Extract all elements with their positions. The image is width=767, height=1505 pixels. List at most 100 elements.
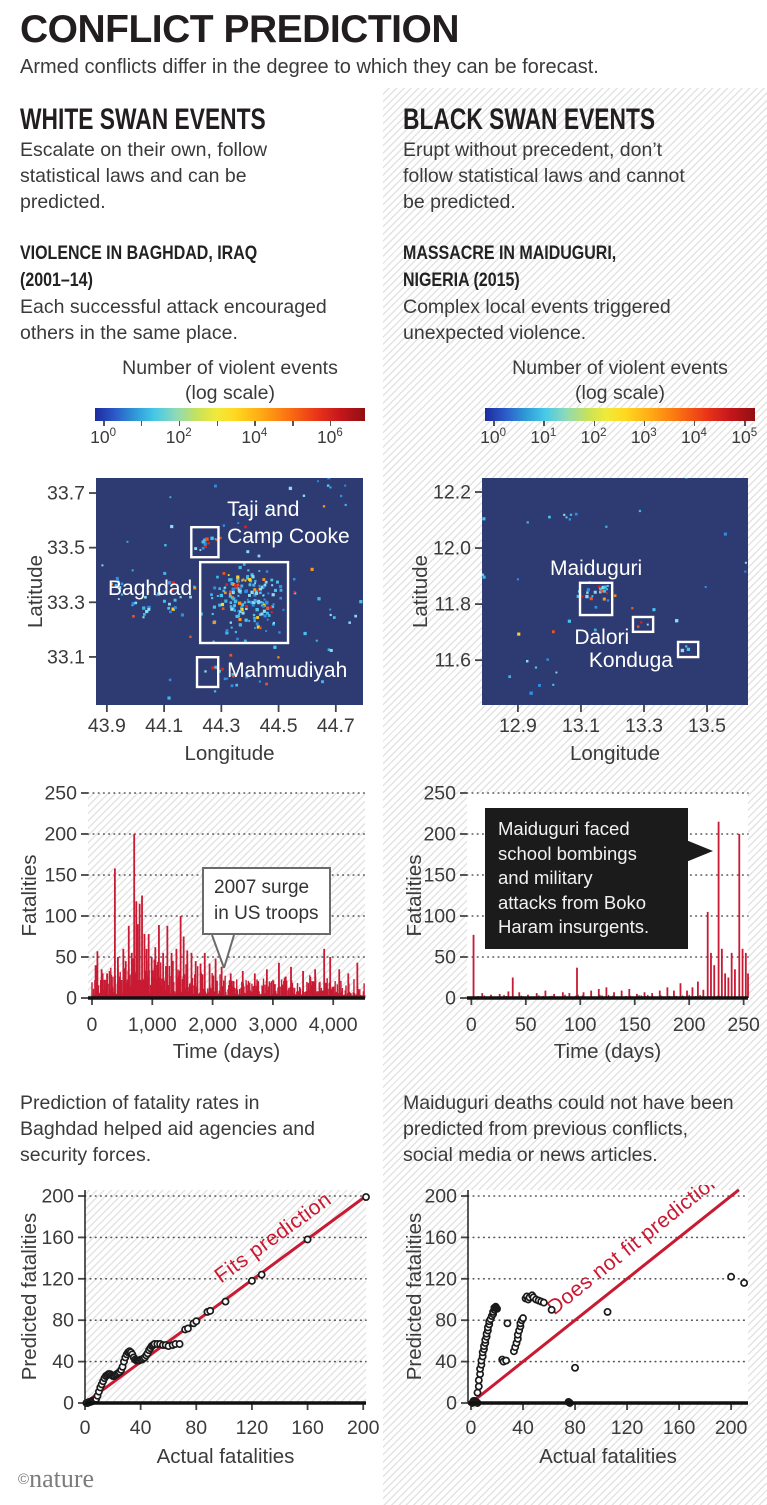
svg-text:11.8: 11.8 [434,594,471,616]
colorbar-tick [693,421,696,426]
svg-text:160: 160 [291,1417,324,1439]
black-swan-heading: BLACK SWAN EVENTS [403,103,656,136]
x-axis-label: Time (days) [173,1040,280,1063]
svg-text:160: 160 [41,1227,74,1249]
colorbar-tick-label: 101 [530,427,557,447]
colorbar-tick-label: 102 [580,427,607,447]
svg-text:200: 200 [423,824,456,846]
svg-text:200: 200 [41,1186,74,1208]
axes: 12.2 12.0 11.8 11.6 12.9 13.1 13.3 13.5 Longitud… [409,482,726,765]
colorbar-tick [140,421,143,426]
svg-text:100: 100 [564,1014,597,1036]
svg-text:50: 50 [55,947,77,969]
colorbar-tick [643,421,646,426]
fit-line [470,1188,740,1405]
y-axis-label: Fatalities [20,854,41,936]
svg-text:100: 100 [423,906,456,928]
svg-text:0: 0 [466,1014,477,1036]
svg-text:0: 0 [80,1417,91,1439]
svg-text:150: 150 [423,865,456,887]
svg-text:100: 100 [44,906,77,928]
colorbar-title: Number of violent events [512,357,728,379]
black-swan-description: Erupt without precedent, don’t follow st… [403,139,685,213]
svg-text:40: 40 [435,1351,457,1373]
svg-text:43.9: 43.9 [88,715,126,737]
svg-text:120: 120 [41,1268,74,1290]
colorbar-tick [744,421,746,426]
data-points [82,1193,370,1407]
annotation-boxes: Taji and Camp Cooke Baghdad Mahmudiyah [108,498,350,689]
region-label: Dalori [574,626,629,649]
svg-text:13.1: 13.1 [562,715,600,737]
boko-haram-callout: Maiduguri faced school bombings and mili… [485,808,688,949]
svg-text:0: 0 [445,988,456,1010]
svg-text:160: 160 [663,1417,696,1439]
svg-text:11.6: 11.6 [434,650,471,672]
y-axis-label: Latitude [409,555,432,628]
svg-text:250: 250 [44,785,77,805]
svg-text:80: 80 [564,1417,586,1439]
svg-text:13.3: 13.3 [625,715,663,737]
colorbar-gradient [485,408,755,421]
x-axis-label: Longitude [184,742,274,765]
svg-text:33.7: 33.7 [47,483,85,505]
svg-text:44.3: 44.3 [202,715,240,737]
svg-text:0: 0 [466,1417,477,1439]
colorbar-tick-label: 103 [630,427,657,447]
region-label: Mahmudiyah [227,659,347,682]
nature-logo: ©nature [18,1464,94,1494]
colorbar-tick-label: 104 [681,427,707,447]
colorbar-title: Number of violent events [122,357,338,379]
axes: 0 40 80 120 160 200 0 40 80 120 160 200 Actual fatal… [20,1186,380,1468]
svg-text:12.9: 12.9 [499,715,537,737]
colorbar-tick [216,421,218,426]
svg-text:200: 200 [347,1417,380,1439]
y-axis-label: Predicted fatalities [405,1213,426,1381]
colorbar-tick [103,421,105,426]
svg-text:120: 120 [611,1417,644,1439]
svg-text:1,000: 1,000 [128,1014,177,1036]
svg-text:200: 200 [673,1014,706,1036]
svg-text:0: 0 [87,1014,98,1036]
region-label: Taji and [227,498,299,521]
y-axis-label: Fatalities [405,854,426,936]
svg-text:2,000: 2,000 [188,1014,237,1036]
colorbar-tick [329,421,332,426]
svg-text:0: 0 [446,1393,457,1415]
svg-text:3,000: 3,000 [249,1014,298,1036]
maiduguri-case-title: MASSACRE IN MAIDUGURI, NIGERIA (2015) [403,242,617,291]
y-axis-label: Latitude [24,555,47,628]
svg-text:12.0: 12.0 [433,538,471,560]
svg-text:33.5: 33.5 [47,537,85,559]
maiduguri-prediction-scatter: 0 40 80 120 160 200 0 40 80 120 160 200 Actual fatal… [405,1185,749,1468]
svg-text:4,000: 4,000 [309,1014,358,1036]
x-axis-label: Time (days) [554,1040,661,1063]
svg-text:40: 40 [512,1417,534,1439]
svg-text:200: 200 [715,1417,748,1439]
svg-text:0: 0 [66,988,77,1010]
white-swan-heading: WHITE SWAN EVENTS [20,103,266,136]
svg-text:44.5: 44.5 [260,715,298,737]
colorbar-gradient [95,408,365,421]
colorbar-legend-right: Number of violent events (log scale) [485,356,755,406]
maiduguri-note: Maiduguri deaths could not have been pre… [403,1092,734,1166]
colorbar-tick [254,421,256,426]
svg-text:250: 250 [423,785,456,805]
baghdad-note: Prediction of fatality rates in Baghdad … [20,1092,315,1166]
colorbar-tick-label: 104 [241,427,268,447]
svg-text:80: 80 [52,1310,74,1332]
colorbar-tick [178,421,181,426]
svg-text:40: 40 [52,1351,74,1373]
header: CONFLICT PREDICTION Armed conflicts diff… [20,10,750,79]
colorbar-tick-label: 100 [90,427,117,447]
baghdad-case-description: Each successful attack encouraged others… [20,296,327,344]
region-label: Camp Cooke [227,525,350,548]
maiduguri-case-description: Complex local events triggered unexpecte… [403,296,671,344]
colorbar-tick [493,421,495,426]
svg-text:150: 150 [618,1014,651,1036]
boko-haram-callout-tail [686,840,713,862]
x-axis-label: Actual fatalities [157,1445,295,1468]
colorbar-legend-left: Number of violent events (log scale) [95,356,365,406]
